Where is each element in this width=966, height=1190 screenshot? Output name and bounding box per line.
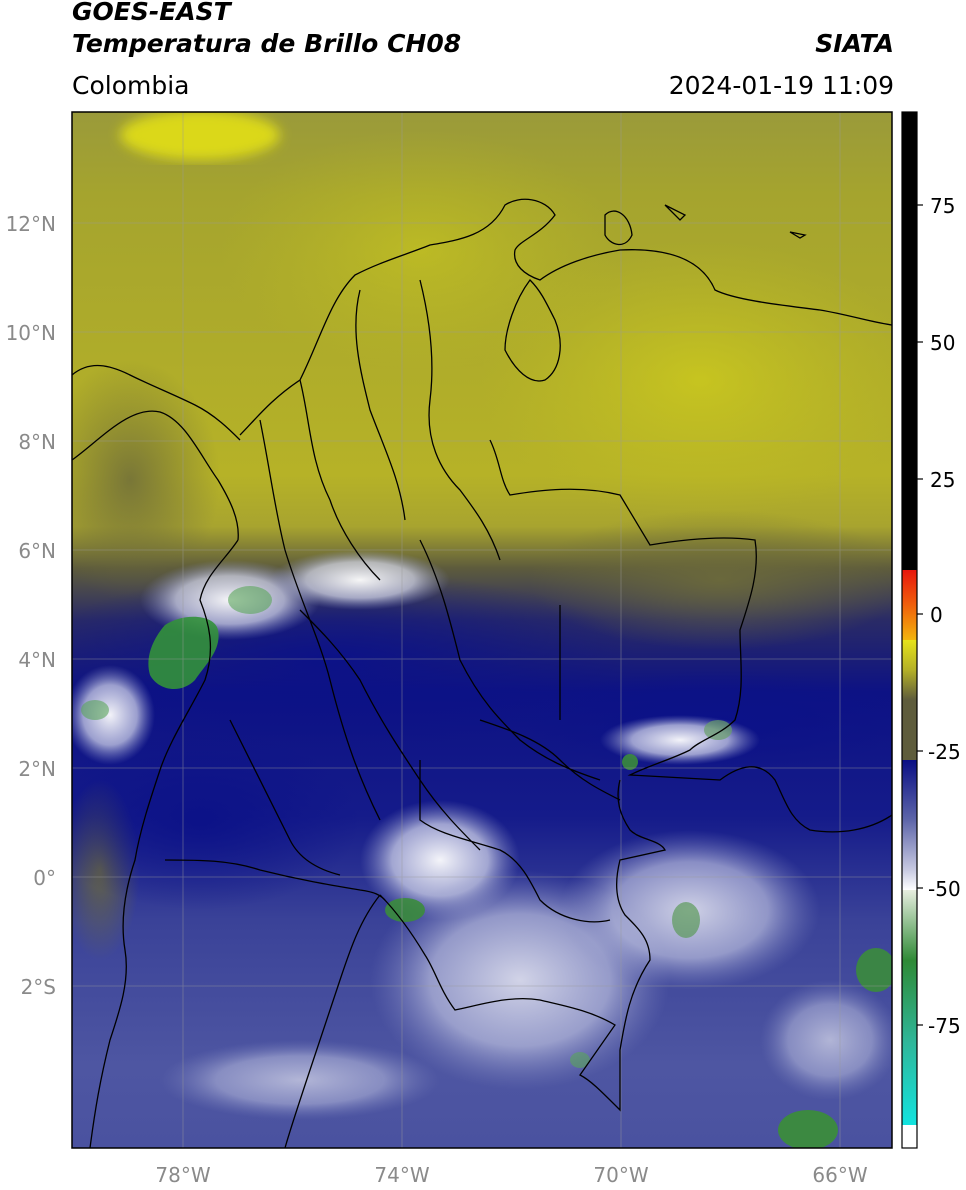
lat-tick: 6°N	[18, 539, 56, 563]
colorbar-olive-band	[902, 700, 917, 760]
lat-tick: 4°N	[18, 648, 56, 672]
colorbar-white-band	[902, 1125, 917, 1148]
map-frame	[71, 111, 893, 1149]
lat-tick: 10°N	[6, 321, 56, 345]
product-title: Temperatura de Brillo CH08	[72, 29, 462, 58]
source-label: SIATA	[815, 29, 894, 58]
brightness-temperature-imagery	[72, 112, 892, 1148]
lat-tick: 2°N	[18, 757, 56, 781]
lat-tick: 12°N	[6, 212, 56, 236]
latitude-ticks: 12°N 10°N 8°N 6°N 4°N 2°N 0° 2°S	[6, 212, 56, 999]
gridlines	[72, 112, 892, 1148]
colorbar-tick: 25	[930, 468, 955, 492]
longitude-ticks: 78°W 74°W 70°W 66°W	[155, 1163, 867, 1187]
colorbar-blue-band	[902, 760, 917, 890]
colorbar-red-band	[902, 570, 917, 640]
colorbar-black-band	[902, 112, 917, 570]
colorbar-tick: -25	[928, 740, 961, 764]
region-label: Colombia	[72, 71, 190, 100]
lat-tick: 2°S	[21, 975, 56, 999]
colorbar: 75 50 25 0 -25 -50 -75	[901, 111, 961, 1149]
colorbar-tick: 75	[930, 194, 955, 218]
colorbar-tick: 0	[930, 603, 943, 627]
cold-core	[148, 616, 219, 690]
colorbar-tick: -50	[928, 877, 961, 901]
lon-tick: 66°W	[812, 1163, 867, 1187]
colorbar-tick: -75	[928, 1014, 961, 1038]
coastlines-and-borders	[72, 198, 892, 1148]
colorbar-yellow-band	[902, 640, 917, 700]
lon-tick: 70°W	[593, 1163, 648, 1187]
lat-tick: 0°	[33, 866, 56, 890]
lon-tick: 78°W	[155, 1163, 210, 1187]
lon-tick: 74°W	[374, 1163, 429, 1187]
colorbar-tick: 50	[930, 331, 955, 355]
lat-tick: 8°N	[18, 430, 56, 454]
colorbar-green-band	[902, 890, 917, 1125]
datetime-label: 2024-01-19 11:09	[668, 71, 894, 100]
satellite-title: GOES-EAST	[72, 0, 231, 26]
